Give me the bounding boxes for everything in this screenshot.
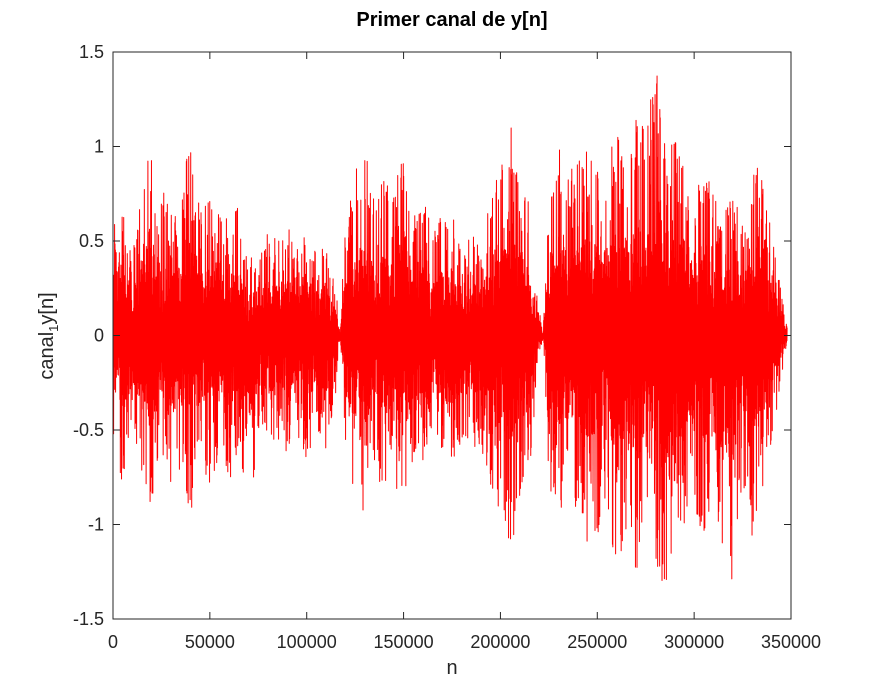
- x-tick-label: 200000: [470, 632, 530, 652]
- y-tick-label: 1.5: [79, 42, 104, 62]
- y-axis-label-rest: y[n]: [36, 292, 58, 324]
- x-tick-label: 100000: [277, 632, 337, 652]
- y-tick-label: 0: [94, 326, 104, 346]
- y-tick-label: -1.5: [73, 609, 104, 629]
- y-tick-label: -1: [88, 515, 104, 535]
- y-tick-label: -0.5: [73, 420, 104, 440]
- y-axis-ticks: -1.5 -1 -0.5 0 0.5 1 1.5: [73, 42, 791, 629]
- x-tick-label: 150000: [374, 632, 434, 652]
- x-tick-label: 50000: [185, 632, 235, 652]
- signal-layer: [112, 75, 788, 582]
- y-tick-label: 1: [94, 137, 104, 157]
- y-axis-label-subscript: 1: [46, 325, 61, 332]
- x-axis-label: n: [446, 657, 457, 679]
- x-axis-ticks: 0 50000 100000 150000 200000 250000 300000 3500…: [108, 52, 821, 652]
- chart-title: Primer canal de y[n]: [356, 9, 547, 31]
- y-tick-label: 0.5: [79, 231, 104, 251]
- signal-trace: [112, 75, 788, 582]
- x-tick-label: 350000: [761, 632, 821, 652]
- y-axis-label-main: canal: [36, 332, 58, 380]
- y-axis-label: canal1y[n]: [36, 292, 61, 379]
- x-tick-label: 0: [108, 632, 118, 652]
- x-tick-label: 300000: [664, 632, 724, 652]
- x-tick-label: 250000: [567, 632, 627, 652]
